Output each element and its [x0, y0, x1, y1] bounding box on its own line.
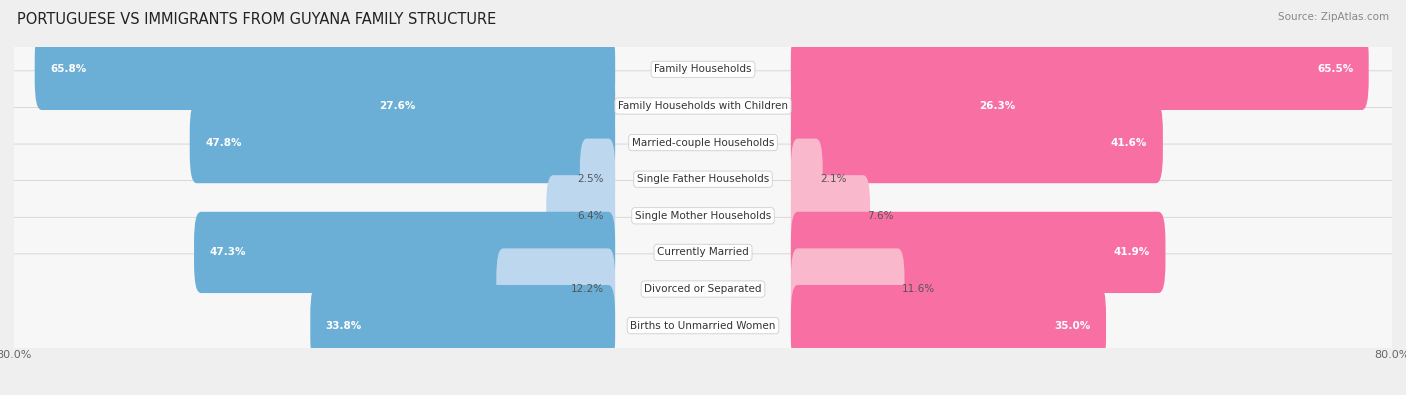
Text: Family Households: Family Households	[654, 64, 752, 74]
FancyBboxPatch shape	[790, 175, 870, 256]
FancyBboxPatch shape	[311, 285, 616, 366]
FancyBboxPatch shape	[1, 0, 1405, 141]
Text: 2.5%: 2.5%	[578, 174, 605, 184]
Text: Single Mother Households: Single Mother Households	[636, 211, 770, 221]
FancyBboxPatch shape	[790, 139, 823, 220]
FancyBboxPatch shape	[1, 217, 1405, 361]
FancyBboxPatch shape	[790, 248, 904, 330]
Text: Single Father Households: Single Father Households	[637, 174, 769, 184]
FancyBboxPatch shape	[1, 107, 1405, 251]
Text: 35.0%: 35.0%	[1054, 321, 1091, 331]
Text: 12.2%: 12.2%	[571, 284, 605, 294]
Text: PORTUGUESE VS IMMIGRANTS FROM GUYANA FAMILY STRUCTURE: PORTUGUESE VS IMMIGRANTS FROM GUYANA FAM…	[17, 12, 496, 27]
FancyBboxPatch shape	[1, 34, 1405, 178]
Text: Source: ZipAtlas.com: Source: ZipAtlas.com	[1278, 12, 1389, 22]
Text: 41.6%: 41.6%	[1111, 137, 1147, 148]
Text: 2.1%: 2.1%	[820, 174, 846, 184]
Text: 41.9%: 41.9%	[1114, 247, 1150, 258]
FancyBboxPatch shape	[1, 144, 1405, 288]
FancyBboxPatch shape	[1, 181, 1405, 324]
Text: 7.6%: 7.6%	[868, 211, 894, 221]
FancyBboxPatch shape	[790, 102, 1163, 183]
FancyBboxPatch shape	[790, 285, 1107, 366]
FancyBboxPatch shape	[194, 212, 616, 293]
Text: Currently Married: Currently Married	[657, 247, 749, 258]
Text: Births to Unmarried Women: Births to Unmarried Women	[630, 321, 776, 331]
Text: 47.3%: 47.3%	[209, 247, 246, 258]
Text: 27.6%: 27.6%	[380, 101, 416, 111]
Text: Family Households with Children: Family Households with Children	[619, 101, 787, 111]
Text: 47.8%: 47.8%	[205, 137, 242, 148]
FancyBboxPatch shape	[496, 248, 616, 330]
Text: 6.4%: 6.4%	[578, 211, 605, 221]
FancyBboxPatch shape	[547, 175, 616, 256]
Text: Married-couple Households: Married-couple Households	[631, 137, 775, 148]
FancyBboxPatch shape	[1, 71, 1405, 214]
FancyBboxPatch shape	[1, 254, 1405, 395]
FancyBboxPatch shape	[579, 139, 616, 220]
FancyBboxPatch shape	[364, 65, 616, 147]
FancyBboxPatch shape	[790, 65, 1031, 147]
Text: 26.3%: 26.3%	[980, 101, 1015, 111]
Text: 11.6%: 11.6%	[901, 284, 935, 294]
FancyBboxPatch shape	[790, 29, 1368, 110]
Text: Divorced or Separated: Divorced or Separated	[644, 284, 762, 294]
Text: 33.8%: 33.8%	[326, 321, 363, 331]
Text: 65.5%: 65.5%	[1317, 64, 1353, 74]
Text: 65.8%: 65.8%	[51, 64, 87, 74]
FancyBboxPatch shape	[190, 102, 616, 183]
FancyBboxPatch shape	[790, 212, 1166, 293]
FancyBboxPatch shape	[35, 29, 616, 110]
